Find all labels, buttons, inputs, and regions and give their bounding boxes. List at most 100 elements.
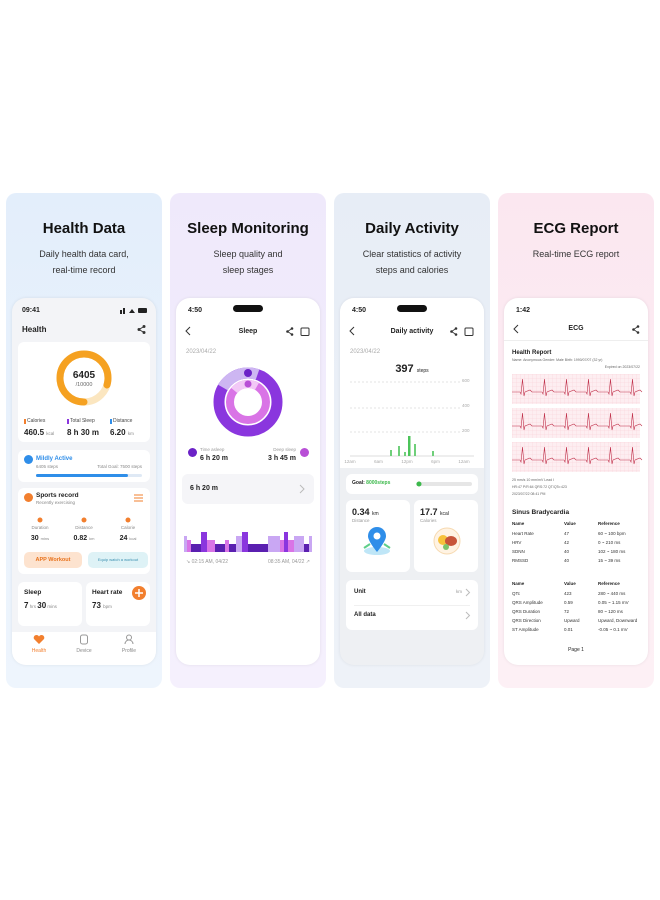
value: 460.5	[24, 428, 45, 437]
sports-card[interactable]: Sports record Recently exercising Durati…	[18, 488, 150, 574]
sleep-unit: hrs	[28, 604, 37, 609]
goal: Goal: 8000steps	[352, 481, 390, 486]
nav-icon[interactable]	[124, 634, 134, 645]
stage-segment	[284, 532, 288, 552]
table-cell: Upward, Downward	[598, 618, 638, 623]
steps-card[interactable]: 6405 /10000 Calories 460.5 kcal Total Slee…	[18, 342, 150, 442]
sleep-card[interactable]: Sleep 7 hrs 30 mins	[18, 582, 82, 626]
strip-grid	[512, 408, 640, 438]
phone: 4:50 Daily activity 2023/04/22 397 steps…	[340, 298, 484, 665]
time: 4:50	[352, 307, 367, 314]
legend-icon	[300, 448, 309, 457]
y-label: 200	[462, 428, 470, 433]
back-button[interactable]	[185, 326, 191, 336]
panel: Daily Activity Clear statistics of activ…	[334, 193, 490, 688]
nav-icon[interactable]	[33, 634, 45, 644]
stat-value: 6.20 km	[110, 429, 134, 437]
table-cell: 40	[564, 558, 570, 563]
summary-card[interactable]: 6 h 20 m	[182, 474, 314, 504]
chevron[interactable]	[465, 588, 471, 597]
nav-label[interactable]: Device	[76, 648, 92, 654]
stage-segment	[268, 536, 275, 552]
metric-label: Calories	[420, 518, 437, 523]
back-button[interactable]	[513, 324, 519, 334]
nav-icon[interactable]	[79, 634, 89, 645]
equip-button[interactable]: Equip watch a workout	[88, 552, 148, 568]
activity-card[interactable]: Mildly Active 6405 steps Total Goal: 750…	[18, 450, 150, 482]
stage-segment	[280, 540, 284, 552]
stat-value: 8 h 30 m	[67, 429, 99, 437]
date: 2023/04/22	[350, 349, 381, 355]
unit: kcal	[46, 431, 55, 436]
list-divider	[354, 605, 470, 606]
metric-value: 17.7 kcal	[420, 508, 449, 517]
list-label: Unit	[354, 589, 366, 595]
activity-level: Mildly Active	[36, 456, 73, 462]
goal-progress	[416, 481, 472, 487]
x-label: 6am	[374, 459, 383, 464]
table-cell: Upward	[564, 618, 580, 623]
table-cell: 280 ~ 440 ms	[598, 591, 626, 596]
top-section	[340, 298, 484, 468]
share-icon[interactable]	[632, 325, 640, 334]
goal-label: Goal:	[352, 480, 365, 486]
list-icon[interactable]	[134, 494, 143, 502]
table-header: Name	[512, 581, 525, 586]
sleep-minutes: 30	[37, 601, 47, 610]
stage-segment	[248, 544, 251, 552]
legend-label: Deep sleep	[273, 447, 296, 452]
strip-grid	[512, 374, 640, 404]
workout-button[interactable]: APP Workout	[24, 552, 82, 568]
panel-title: Daily Activity	[365, 220, 459, 237]
unit: km	[127, 431, 134, 436]
panel-subtitle: Daily health data card,	[39, 249, 129, 259]
table-cell: 0 ~ 210 ms	[598, 540, 621, 545]
goal-value: 8000steps	[366, 480, 391, 486]
table-header: Value	[564, 581, 576, 586]
table-cell: 102 ~ 180 ms	[598, 549, 626, 554]
stage-segment	[288, 540, 294, 552]
share-icon[interactable]	[137, 325, 146, 334]
add-button[interactable]	[132, 586, 146, 600]
stat-value: 460.5 kcal	[24, 429, 54, 437]
table-header: Reference	[598, 521, 620, 526]
item-label: Duration	[31, 525, 49, 530]
report-note: 25 mm/s 10 mm/mV Lead I	[512, 478, 555, 482]
time: 4:50	[188, 307, 203, 314]
panel: ECG Report Real-time ECG report 1:42 ECG…	[498, 193, 654, 688]
stat-label: Distance	[113, 418, 133, 424]
stage-segment	[207, 540, 213, 552]
nav-label[interactable]: Health	[31, 648, 47, 654]
notch	[397, 305, 427, 312]
list-label: All data	[354, 612, 376, 618]
sleep-value: 7 hrs 30 mins	[24, 602, 57, 610]
header: Daily activity	[390, 328, 434, 335]
item-icon	[81, 517, 87, 523]
header-icons[interactable]	[286, 327, 310, 336]
nav-label[interactable]: Profile	[121, 648, 137, 654]
stage-segment	[213, 540, 215, 552]
stage-segment	[275, 536, 280, 552]
chevron[interactable]	[465, 611, 471, 620]
heart-card[interactable]: Heart rate 73 bpm	[86, 582, 150, 626]
value: 24	[119, 535, 128, 542]
stage-segment	[309, 536, 312, 552]
value: 0.82	[73, 535, 88, 542]
stage-segment	[301, 536, 304, 552]
table-cell: 42	[564, 540, 570, 545]
table-header: Value	[564, 521, 576, 526]
activity-progress	[36, 474, 142, 477]
back-button[interactable]	[349, 326, 355, 336]
report-info: Name: Anonymous Gender: Male Birth: 1990…	[512, 358, 603, 362]
y-label: 400	[462, 403, 470, 408]
header-icons[interactable]	[450, 327, 474, 336]
panel: Sleep Monitoring Sleep quality and sleep…	[170, 193, 326, 688]
activity-total: Total Goal: 7500 steps	[97, 464, 142, 469]
item-value: 24 kcal	[108, 535, 148, 542]
value: 0.34	[352, 507, 370, 517]
table-cell: 0.59	[564, 600, 573, 605]
report-note: 2023/07/22 08:41 PM	[512, 492, 546, 496]
sleep-unit: mins	[46, 604, 57, 609]
shape	[125, 517, 131, 523]
end: 08:35 AM, 04/22	[267, 559, 305, 565]
